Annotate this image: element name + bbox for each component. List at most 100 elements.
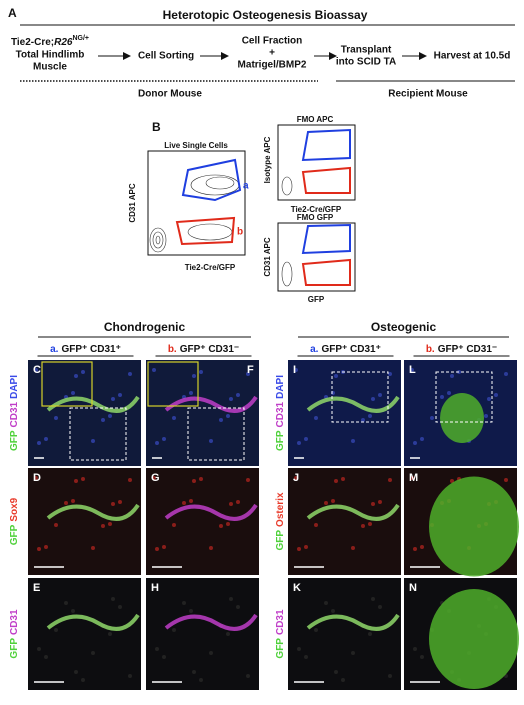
cell-texture (71, 391, 75, 395)
zoom-box (331, 371, 389, 423)
gfp-cell (164, 395, 258, 413)
gate-b (175, 216, 236, 246)
x-label: Tie2-Cre/GFP (291, 205, 342, 214)
cell-texture (388, 372, 392, 376)
cell-texture (297, 547, 301, 551)
cell-texture (294, 368, 298, 372)
cell-texture (388, 478, 392, 482)
cell-texture (91, 546, 95, 550)
cell-texture (111, 397, 115, 401)
panel-letter: N (409, 582, 417, 594)
column-header: a. GFP⁺ CD31⁺ (50, 344, 121, 355)
column-prefix: a. (50, 344, 59, 355)
step-5: Harvest at 10.5d (434, 51, 511, 62)
cell-texture (64, 501, 68, 505)
cell-texture (74, 670, 78, 674)
cell-texture (155, 441, 159, 445)
cell-texture (484, 414, 488, 418)
cell-texture (192, 479, 196, 483)
panel-letter: A (8, 6, 17, 20)
title: Heterotopic Osteogenesis Bioassay (163, 8, 368, 22)
cell-texture (297, 441, 301, 445)
panel-letter: I (293, 364, 296, 376)
cell-texture (108, 522, 112, 526)
cell-texture (504, 372, 508, 376)
cell-texture (152, 476, 156, 480)
micrograph (288, 360, 401, 466)
group-title: Chondrogenic (104, 320, 186, 334)
step-2: Cell Sorting (138, 51, 194, 62)
plot-title: FMO GFP (297, 213, 334, 222)
cell-texture (128, 372, 132, 376)
plot-frame (147, 150, 246, 256)
step-3: Cell Fraction (242, 36, 303, 47)
plot-frame (277, 222, 356, 292)
cell-texture (182, 601, 186, 605)
cell-texture (368, 414, 372, 418)
cell-texture (371, 397, 375, 401)
cell-texture (334, 374, 338, 378)
cell-texture (314, 523, 318, 527)
cell-texture (487, 397, 491, 401)
gate-label: a (243, 181, 249, 192)
step-1: Muscle (33, 62, 67, 73)
cell-texture (54, 416, 58, 420)
column-header: b. GFP⁺ CD31⁻ (168, 344, 239, 355)
cell-texture (37, 441, 41, 445)
cell-texture (371, 502, 375, 506)
micrograph (146, 360, 259, 466)
gfp-cell (306, 613, 400, 631)
gfp-cell (46, 395, 140, 413)
cell-texture (54, 628, 58, 632)
stain: CD31 (9, 401, 20, 427)
micrograph (288, 468, 401, 575)
cell-texture (410, 368, 414, 372)
cell-texture (34, 476, 38, 480)
gate-a (181, 158, 242, 202)
gate-b (301, 258, 351, 286)
cell-texture (226, 632, 230, 636)
gfp-nodule (429, 476, 519, 577)
stain: Osterix (275, 492, 286, 527)
row-label: GFP Sox9 (9, 497, 20, 545)
zoom-box (435, 371, 493, 423)
x-label: Tie2-Cre/GFP (185, 263, 236, 272)
zoom-box (69, 407, 127, 461)
cell-texture (236, 500, 240, 504)
column-label: GFP⁺ CD31⁺ (321, 344, 380, 355)
micrograph (146, 578, 259, 690)
cell-texture (37, 547, 41, 551)
column-label: GFP⁺ CD31⁻ (438, 344, 497, 355)
cell-texture (162, 437, 166, 441)
cell-texture (236, 605, 240, 609)
cell-texture (108, 414, 112, 418)
panel-letter: B (152, 120, 161, 134)
micrograph (28, 468, 141, 575)
cell-texture (314, 416, 318, 420)
stain: CD31 (9, 609, 20, 635)
cell-texture (378, 605, 382, 609)
stain: GFP (9, 638, 20, 659)
gate-b (301, 166, 351, 194)
cell-texture (334, 670, 338, 674)
panel-letter: M (409, 472, 418, 484)
cell-texture (440, 395, 444, 399)
micrograph (28, 360, 141, 466)
panel-letter: D (33, 472, 41, 484)
plot-frame (277, 124, 356, 201)
stain: CD31 (275, 609, 286, 635)
cell-texture (118, 393, 122, 397)
zoom-box (187, 407, 245, 461)
gfp-cell (164, 613, 258, 631)
y-label: CD31 APC (128, 183, 137, 222)
step-3: + (269, 48, 275, 59)
cell-texture (44, 437, 48, 441)
cell-texture (447, 391, 451, 395)
cell-texture (101, 524, 105, 528)
cell-texture (162, 545, 166, 549)
row-label: GFP CD31 DAPI (275, 375, 286, 451)
cell-texture (34, 368, 38, 372)
stain: Sox9 (9, 497, 20, 521)
cell-texture (294, 476, 298, 480)
cell-texture (155, 547, 159, 551)
